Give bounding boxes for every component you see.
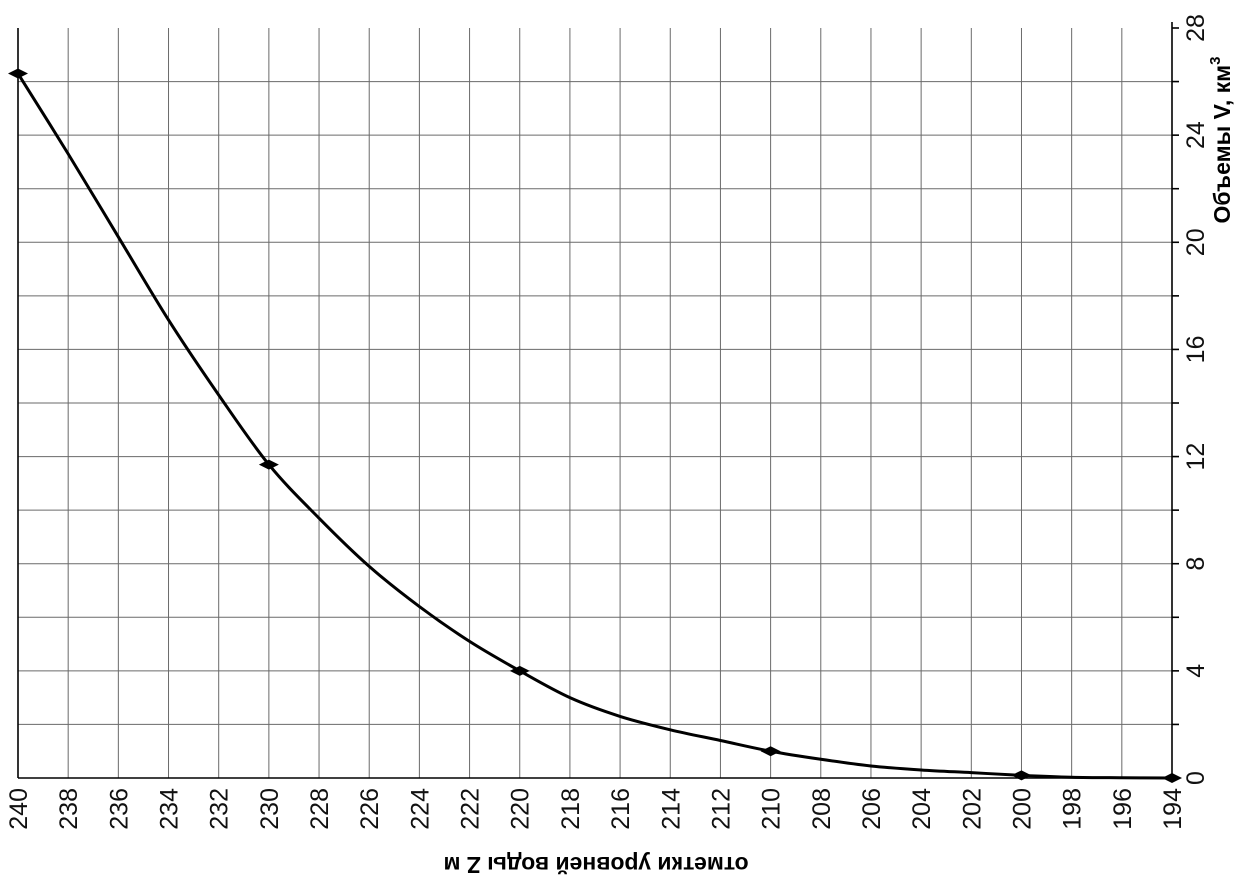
- x-tick-label-202: 202: [958, 788, 986, 830]
- data-point-220: [509, 665, 530, 676]
- plot-frame: [17, 22, 1179, 779]
- x-tick-label-222: 222: [457, 788, 485, 830]
- x-tick-label-212: 212: [707, 788, 735, 830]
- y-tick-label-4: 4: [1182, 664, 1210, 678]
- x-tick-label-220: 220: [507, 788, 535, 830]
- y-axis-title-text: Объемы V, км3: [1207, 57, 1235, 224]
- x-tick-label-240: 240: [5, 788, 33, 830]
- x-tick-label-228: 228: [306, 788, 334, 830]
- grid: [17, 28, 1173, 778]
- y-tick-label-16: 16: [1182, 336, 1210, 364]
- y-tick-label-24: 24: [1182, 121, 1210, 149]
- x-tick-label-216: 216: [607, 788, 635, 830]
- x-tick-label-230: 230: [256, 788, 284, 830]
- y-axis-title-superscript: 3: [1207, 57, 1224, 65]
- x-tick-label-208: 208: [808, 788, 836, 830]
- data-point-230: [258, 459, 279, 470]
- x-tick-label-218: 218: [557, 788, 585, 830]
- x-tick-label-198: 198: [1059, 788, 1087, 830]
- y-tick-label-20: 20: [1182, 228, 1210, 256]
- y-tick-labels: 0 4 8 12 16 20 24 28: [1182, 14, 1210, 785]
- y-tick-label-8: 8: [1182, 557, 1210, 571]
- x-tick-label-200: 200: [1008, 788, 1036, 830]
- x-tick-label-224: 224: [406, 788, 434, 830]
- x-tick-label-194: 194: [1159, 788, 1187, 830]
- series-layer: [16, 72, 1173, 780]
- x-tick-label-236: 236: [105, 788, 133, 830]
- y-tick-label-12: 12: [1182, 443, 1210, 471]
- series-line: [16, 72, 1173, 780]
- x-tick-label-206: 206: [858, 788, 886, 830]
- x-tick-labels: 240 238 236 234 232 230 228 226 224 222 220 218 216 2…: [5, 788, 1187, 830]
- x-tick-label-232: 232: [206, 788, 234, 830]
- x-tick-label-210: 210: [758, 788, 786, 830]
- y-tick-label-0: 0: [1182, 771, 1210, 785]
- x-axis-title: отметки уровней воды Z м: [443, 852, 748, 878]
- y-axis-title: Объемы V, км: [1209, 65, 1235, 224]
- data-point-240: [8, 68, 28, 79]
- data-point-194: [1162, 773, 1182, 783]
- markers-layer: [8, 68, 1182, 783]
- y-tick-label-28: 28: [1182, 14, 1210, 42]
- data-point-200: [1011, 770, 1032, 781]
- x-tick-label-226: 226: [356, 788, 384, 830]
- x-tick-label-214: 214: [657, 788, 685, 830]
- x-tick-label-196: 196: [1109, 788, 1137, 830]
- data-point-210: [760, 746, 781, 757]
- x-tick-label-234: 234: [156, 788, 184, 830]
- x-tick-label-238: 238: [55, 788, 83, 830]
- x-tick-label-204: 204: [908, 788, 936, 830]
